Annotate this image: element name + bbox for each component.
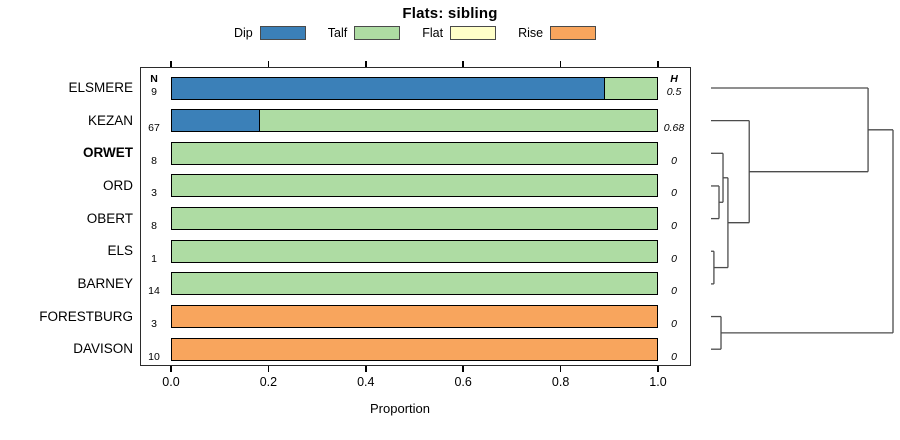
h-column-header: H	[670, 72, 678, 85]
axis-tick-label: 0.0	[162, 375, 180, 389]
chart-title: Flats: sibling	[402, 5, 498, 22]
legend-swatch	[354, 26, 401, 40]
axis-tick-label: 0.4	[357, 375, 375, 389]
legend-label: Dip	[234, 26, 253, 40]
bar-segment-talf	[259, 110, 657, 132]
bar-row-kezan	[171, 109, 658, 133]
n-cell: 1	[151, 252, 157, 265]
axis-tick-label: 1.0	[649, 375, 667, 389]
axis-tick-top	[170, 61, 172, 67]
legend-item: Dip	[234, 26, 306, 40]
legend-label: Flat	[422, 26, 444, 40]
axis-tick-bottom	[657, 366, 659, 372]
category-label: ORWET	[83, 145, 133, 161]
h-cell: 0	[671, 252, 677, 265]
bar-row-obert	[171, 207, 658, 231]
bar-segment-rise	[172, 338, 657, 360]
h-cell: 0	[671, 350, 677, 363]
n-cell: 10	[148, 350, 160, 363]
bar-row-davison	[171, 337, 658, 361]
axis-tick-label: 0.2	[259, 375, 278, 389]
n-cell: 14	[148, 285, 160, 298]
bar-segment-talf	[172, 273, 657, 295]
h-cell: 0	[671, 285, 677, 298]
plot-area	[140, 67, 691, 366]
bar-segment-talf	[172, 208, 657, 230]
x-axis-label: Proportion	[370, 401, 430, 416]
h-cell: 0	[671, 220, 677, 233]
h-cell: 0	[671, 154, 677, 167]
legend: Dip Talf Flat Rise	[234, 26, 597, 40]
axis-tick-top	[657, 61, 659, 67]
bar-row-forestburg	[171, 305, 658, 329]
bar-segment-dip	[172, 110, 260, 132]
n-cell: 8	[151, 154, 157, 167]
axis-tick-bottom	[559, 366, 562, 372]
legend-swatch	[450, 26, 497, 40]
legend-label: Talf	[327, 26, 348, 40]
axis-tick-top	[559, 61, 562, 67]
bar-row-els	[171, 239, 658, 263]
axis-tick-bottom	[170, 366, 172, 372]
category-label: OBERT	[86, 210, 133, 226]
h-value: 0.5	[666, 85, 682, 98]
category-label: ELSMERE	[68, 80, 133, 95]
category-label: BARNEY	[77, 275, 133, 291]
category-label: ELS	[107, 243, 133, 259]
h-cell: 0	[671, 187, 677, 200]
legend-swatch	[550, 26, 597, 40]
axis-tick-top	[462, 61, 464, 67]
category-label: DAVISON	[73, 341, 133, 357]
category-label: ORD	[103, 177, 133, 193]
axis-tick-bottom	[462, 366, 464, 372]
h-cell: 0.68	[663, 122, 685, 135]
axis-tick-label: 0.8	[551, 375, 570, 389]
legend-item: Talf	[327, 26, 401, 40]
h-cell: H 0.5	[658, 73, 690, 99]
legend-swatch	[259, 26, 306, 40]
bar-row-barney	[171, 272, 658, 296]
n-column-header: N	[150, 72, 158, 85]
axis-tick-bottom	[365, 366, 367, 372]
n-cell: 3	[151, 187, 157, 200]
n-value: 9	[151, 85, 157, 98]
h-cell: 0	[671, 318, 677, 331]
n-cell: 67	[148, 122, 160, 135]
n-cell: 3	[151, 318, 157, 331]
category-label: KEZAN	[87, 112, 133, 128]
bar-row-elsmere	[171, 76, 658, 100]
bar-row-ord	[171, 174, 658, 198]
legend-item: Rise	[518, 26, 597, 40]
axis-tick-top	[267, 61, 270, 67]
bar-segment-talf	[172, 175, 657, 197]
bar-segment-talf	[603, 77, 657, 99]
bar-segment-talf	[172, 240, 657, 262]
n-cell: 8	[151, 220, 157, 233]
bar-row-orwet	[171, 141, 658, 165]
axis-tick-label: 0.6	[454, 375, 472, 389]
bar-segment-dip	[172, 77, 604, 99]
bar-segment-rise	[172, 306, 657, 328]
category-label: FORESTBURG	[39, 308, 133, 324]
axis-tick-bottom	[267, 366, 270, 372]
legend-label: Rise	[518, 26, 544, 40]
bar-segment-talf	[172, 142, 657, 164]
legend-item: Flat	[422, 26, 497, 40]
axis-tick-top	[365, 61, 367, 67]
